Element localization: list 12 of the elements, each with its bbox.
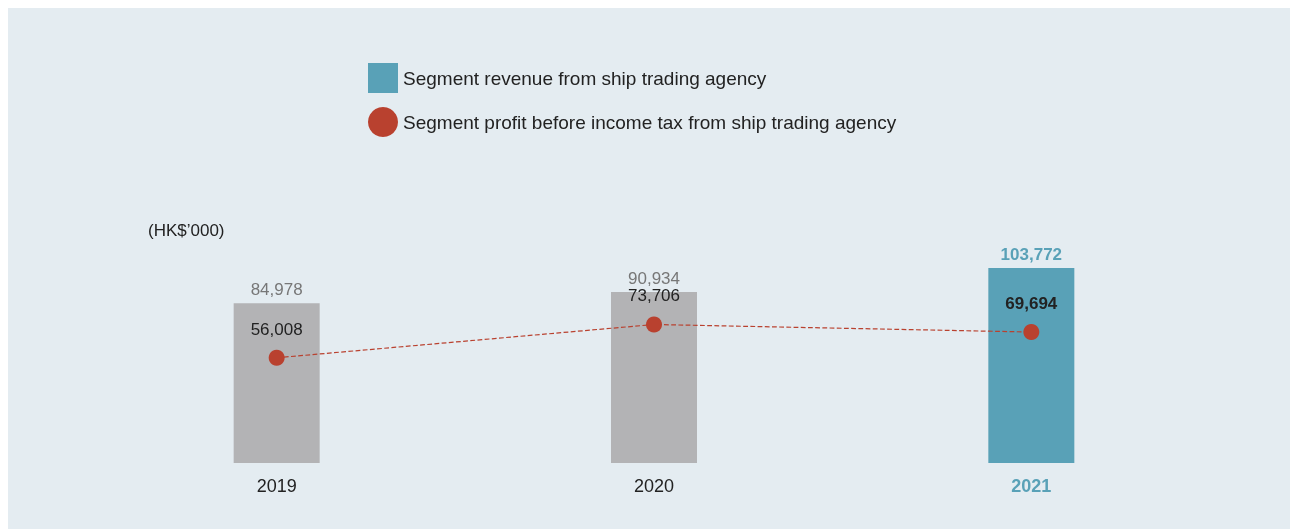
y-axis-title: (HK$’000) xyxy=(148,221,225,240)
data-label: 56,008 xyxy=(250,319,303,339)
data-label: 69,694 xyxy=(1005,294,1058,314)
data-label: 73,706 xyxy=(628,286,680,306)
data-label: 90,934 xyxy=(628,269,680,289)
x-tick-label: 2020 xyxy=(633,476,675,496)
legend-label: Segment profit before income tax from ship trading agency xyxy=(403,111,897,133)
legend-label: Segment revenue from ship trading agency xyxy=(403,67,767,89)
x-tick-label: 2019 xyxy=(256,476,297,496)
data-label: 84,978 xyxy=(250,280,303,300)
data-label: 103,772 xyxy=(1000,245,1063,264)
x-tick-label: 2021 xyxy=(1011,476,1052,496)
